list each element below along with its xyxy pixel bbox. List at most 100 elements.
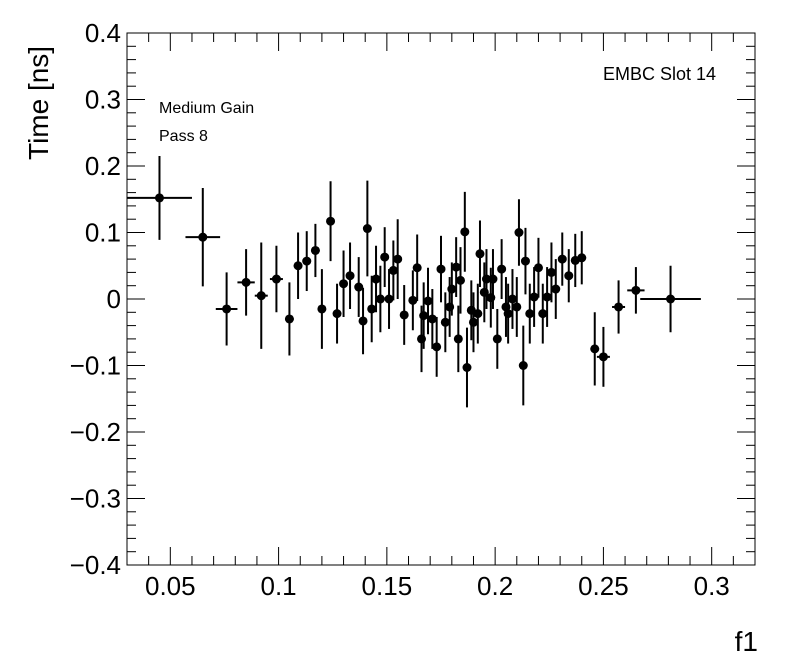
point-marker: [362, 224, 372, 234]
data-points: [127, 156, 701, 408]
point-marker: [460, 227, 470, 237]
data-point: [362, 180, 372, 277]
data-point: [440, 292, 450, 353]
data-point: [302, 231, 312, 292]
point-marker: [154, 193, 164, 203]
point-marker: [666, 294, 676, 304]
point-marker: [432, 342, 442, 352]
data-point: [473, 283, 483, 344]
point-marker: [399, 310, 409, 320]
y-tick-label: 0: [107, 284, 121, 314]
point-marker: [577, 253, 587, 263]
data-point: [423, 267, 433, 335]
data-point: [412, 234, 422, 301]
y-tick-label: 0.1: [85, 218, 121, 248]
data-point: [419, 282, 429, 349]
point-marker: [354, 282, 364, 292]
data-point: [460, 191, 470, 272]
x-tick-label: 0.2: [477, 571, 513, 601]
data-point: [354, 257, 364, 317]
data-point: [512, 277, 522, 337]
point-marker: [271, 274, 281, 284]
data-point: [384, 269, 394, 329]
y-tick-label: 0.4: [85, 18, 121, 48]
y-tick-label: 0.3: [85, 85, 121, 115]
x-tick-label: 0.25: [578, 571, 629, 601]
data-point: [345, 242, 355, 309]
point-marker: [598, 352, 608, 362]
data-point: [380, 227, 390, 288]
point-marker: [332, 309, 342, 319]
point-marker: [358, 316, 368, 326]
point-marker: [462, 362, 472, 372]
point-marker: [514, 228, 524, 237]
data-point: [481, 249, 491, 309]
data-point: [447, 262, 457, 316]
data-point: [468, 292, 478, 353]
point-marker: [468, 317, 478, 327]
point-marker: [542, 292, 552, 302]
point-marker: [317, 304, 327, 314]
data-point: [399, 285, 409, 345]
point-marker: [503, 309, 513, 319]
point-marker: [198, 232, 208, 242]
y-axis-label: Time [ns]: [23, 46, 54, 160]
point-marker: [367, 304, 377, 314]
data-point: [326, 181, 336, 262]
point-marker: [525, 309, 535, 319]
point-marker: [455, 275, 465, 285]
data-point: [237, 249, 255, 316]
point-marker: [507, 294, 517, 304]
point-marker: [222, 304, 232, 314]
point-marker: [293, 261, 303, 271]
point-marker: [497, 264, 507, 274]
data-point: [525, 283, 535, 344]
data-point: [455, 247, 465, 314]
x-tick-label: 0.3: [694, 571, 730, 601]
data-point: [596, 326, 610, 387]
data-point: [367, 275, 377, 343]
data-point: [529, 267, 539, 327]
point-marker: [492, 334, 502, 344]
data-point: [432, 316, 442, 377]
data-point: [590, 312, 600, 386]
point-marker: [371, 274, 381, 284]
data-point: [371, 245, 381, 313]
point-marker: [551, 284, 561, 294]
x-tick-label: 0.05: [145, 571, 196, 601]
point-marker: [453, 334, 463, 344]
point-marker: [419, 311, 429, 321]
point-marker: [529, 292, 539, 302]
data-point: [503, 283, 513, 344]
y-tick-label: 0.2: [85, 151, 121, 181]
point-marker: [345, 271, 355, 281]
point-marker: [339, 279, 349, 289]
point-marker: [512, 302, 522, 312]
point-marker: [302, 256, 312, 266]
annotation-pass: Pass 8: [159, 128, 208, 145]
point-marker: [423, 296, 433, 306]
point-marker: [412, 263, 422, 273]
data-point: [462, 327, 472, 408]
data-point: [310, 223, 320, 278]
point-marker: [614, 302, 624, 312]
data-point: [640, 265, 701, 333]
y-axis-ticks: [127, 32, 755, 566]
point-marker: [440, 317, 450, 327]
data-point: [436, 235, 446, 303]
data-point: [533, 237, 543, 298]
point-marker: [393, 254, 403, 264]
annotation-slot: EMBC Slot 14: [603, 64, 716, 84]
point-marker: [326, 216, 336, 226]
point-marker: [375, 294, 385, 304]
point-marker: [557, 254, 567, 264]
x-tick-label: 0.15: [362, 571, 413, 601]
data-point: [215, 272, 238, 346]
point-marker: [284, 314, 294, 324]
data-point: [518, 325, 528, 406]
x-axis-tick-labels: 0.05 0.1 0.15 0.2 0.25 0.3: [145, 571, 730, 601]
data-point: [507, 269, 517, 329]
point-marker: [481, 274, 491, 284]
